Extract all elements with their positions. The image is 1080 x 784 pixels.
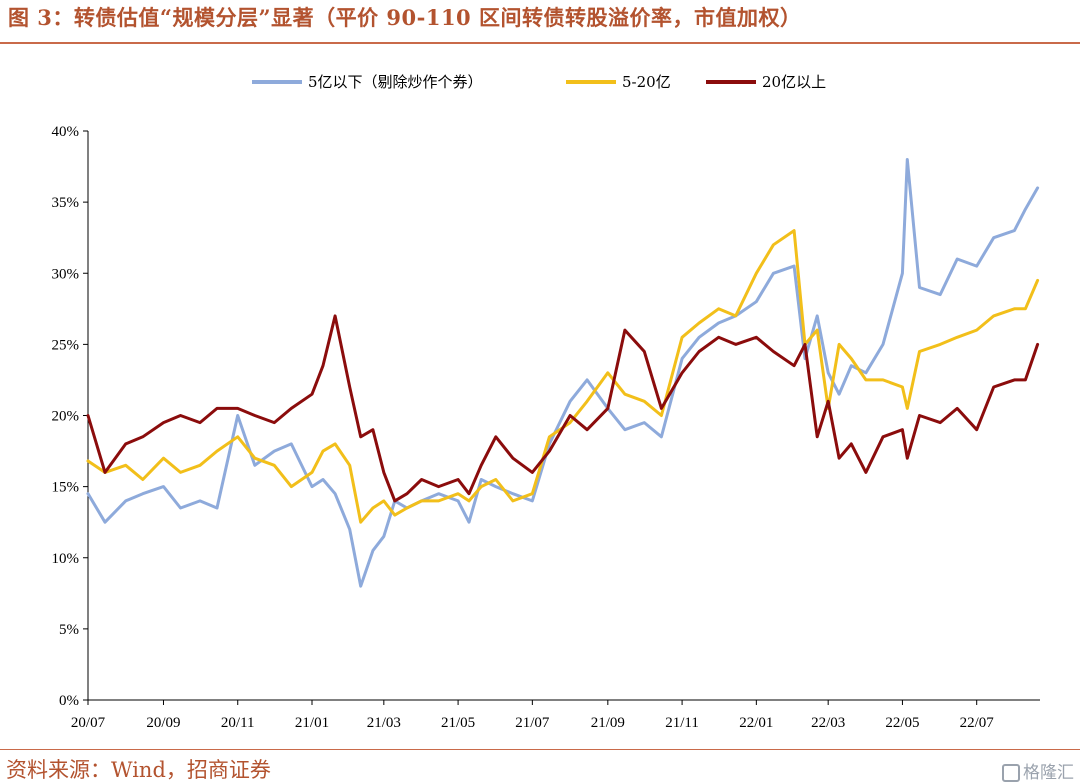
y-tick-label: 15% [52, 480, 80, 496]
x-tick-label: 20/07 [71, 715, 106, 731]
watermark-logo-icon [1002, 764, 1020, 782]
watermark-text: 格隆汇 [1023, 763, 1074, 783]
legend-label-2: 5-20亿 [622, 73, 671, 91]
watermark: 格隆汇 [1002, 758, 1074, 783]
series-line-3 [86, 314, 1040, 503]
y-tick-label: 25% [52, 337, 80, 353]
axes: 0% 5% 10% 15% 20% 25% 30% 35% 40% 20/07 20/09 20/11… [52, 124, 1040, 731]
source-note: 资料来源：Wind，招商证券 [6, 758, 271, 782]
x-tick-label: 21/09 [591, 715, 625, 731]
x-tick-label: 22/01 [739, 715, 773, 731]
figure-title: 图 3：转债估值“规模分层”显著（平价 90-110 区间转债转股溢价率，市值加… [8, 5, 802, 30]
x-tick-label: 20/09 [146, 715, 180, 731]
line-chart: 5亿以下（剔除炒作个券） 5-20亿 20亿以上 0% 5% 10% 15% 20% 25% 3… [52, 73, 1040, 731]
y-tick-label: 0% [59, 693, 79, 709]
series-line-2 [86, 229, 1040, 524]
x-tick-label: 21/11 [665, 715, 699, 731]
y-tick-label: 20% [52, 409, 80, 425]
title-rule [0, 42, 1080, 44]
x-tick-label: 22/05 [885, 715, 919, 731]
y-tick-label: 5% [59, 622, 79, 638]
y-tick-label: 10% [52, 551, 80, 567]
legend-label-3: 20亿以上 [762, 73, 826, 91]
series-line-1 [86, 158, 1040, 588]
x-tick-label: 21/07 [515, 715, 550, 731]
x-tick-label: 20/11 [221, 715, 255, 731]
x-tick-label: 21/03 [367, 715, 401, 731]
y-tick-label: 35% [52, 195, 80, 211]
x-tick-label: 21/01 [295, 715, 329, 731]
source-rule [0, 749, 1080, 750]
legend: 5亿以下（剔除炒作个券） 5-20亿 20亿以上 [252, 73, 826, 91]
x-tick-label: 21/05 [441, 715, 475, 731]
y-tick-label: 30% [52, 266, 80, 282]
x-tick-label: 22/03 [811, 715, 845, 731]
y-tick-label: 40% [52, 124, 80, 140]
series-layer [86, 158, 1040, 588]
x-tick-label: 22/07 [960, 715, 995, 731]
legend-label-1: 5亿以下（剔除炒作个券） [308, 73, 483, 91]
